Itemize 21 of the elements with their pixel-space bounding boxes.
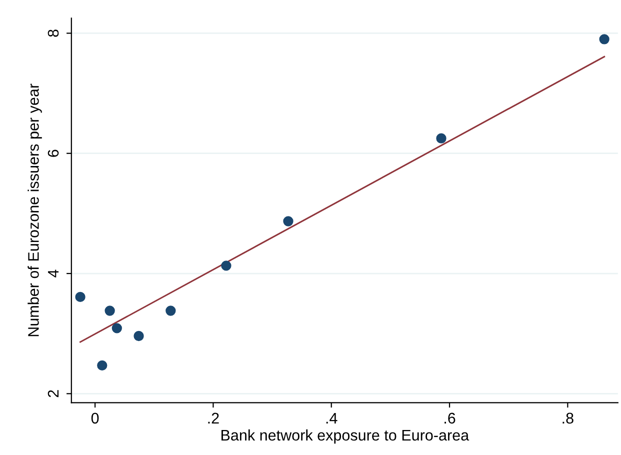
y-tick-label: 4 bbox=[48, 270, 59, 278]
point bbox=[283, 216, 294, 226]
point bbox=[221, 260, 232, 271]
point bbox=[134, 330, 144, 342]
y-tick-label: 8 bbox=[48, 30, 59, 37]
x-tick-label: .4 bbox=[326, 412, 338, 424]
point bbox=[436, 133, 446, 144]
point bbox=[104, 306, 115, 316]
point bbox=[112, 323, 122, 334]
y-tick-label: 6 bbox=[48, 150, 59, 157]
x-tick-label: .8 bbox=[562, 412, 574, 424]
x-tick-label: .2 bbox=[208, 412, 219, 424]
y-tick-label: 2 bbox=[48, 390, 59, 398]
x-axis-title: Bank network exposure to Euro-area bbox=[222, 429, 470, 444]
point bbox=[75, 292, 86, 302]
point bbox=[97, 360, 108, 371]
y-axis-title: Number of Eurozone issuers per year bbox=[28, 84, 42, 336]
x-tick-label: 0 bbox=[91, 412, 99, 424]
point bbox=[166, 306, 176, 316]
point bbox=[599, 34, 610, 44]
x-tick-label: .6 bbox=[444, 412, 456, 424]
